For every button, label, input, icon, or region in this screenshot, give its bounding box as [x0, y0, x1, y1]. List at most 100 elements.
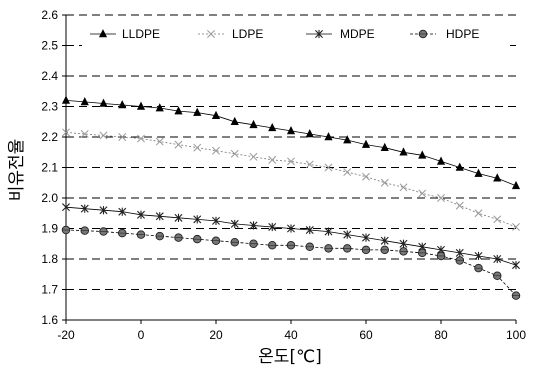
x-tick-label: 100 [506, 328, 526, 342]
data-point-stroke [80, 129, 89, 138]
data-point [512, 223, 520, 231]
y-axis-label: 비유전율 [7, 139, 27, 202]
data-point [136, 230, 146, 239]
data-point [193, 107, 202, 116]
data-point [455, 248, 464, 257]
data-point [286, 241, 296, 250]
x-tick-label: 80 [434, 328, 448, 342]
data-point [493, 215, 502, 224]
data-point [155, 212, 164, 221]
y-tick-label: 2.3 [41, 100, 58, 114]
data-point [193, 215, 202, 224]
data-point-stroke [249, 152, 258, 161]
data-point [399, 247, 408, 256]
data-point [230, 149, 239, 158]
data-point [380, 178, 389, 187]
data-point [511, 180, 521, 190]
y-tick-label: 2.1 [41, 161, 58, 175]
data-point [99, 98, 108, 107]
series-line [65, 229, 517, 296]
data-point [155, 103, 164, 112]
legend-label: LDPE [232, 27, 263, 41]
data-point-stroke [343, 168, 352, 177]
data-point [455, 201, 464, 210]
data-point [118, 133, 127, 141]
data-point [324, 227, 333, 236]
y-tick-label: 2.2 [41, 130, 58, 144]
data-point-stroke [193, 143, 202, 152]
x-tick-label: 60 [359, 328, 373, 342]
data-point [62, 203, 70, 212]
data-point [137, 134, 145, 143]
data-point [493, 271, 502, 281]
legend-label: MDPE [340, 27, 375, 41]
series-line [65, 132, 517, 228]
y-tick-label: 1.8 [41, 252, 58, 266]
series-ldpe [62, 128, 520, 231]
data-point-stroke [287, 157, 295, 166]
data-point [268, 122, 277, 132]
data-point [305, 129, 314, 138]
data-point [118, 100, 127, 109]
data-point [418, 248, 427, 258]
data-point-stroke [324, 163, 333, 172]
data-point-stroke [118, 133, 127, 141]
y-tick-label: 1.9 [41, 222, 58, 236]
data-point [249, 239, 258, 248]
data-point-stroke [399, 183, 408, 192]
axes [62, 14, 517, 324]
data-point [118, 207, 127, 216]
data-point [305, 160, 314, 169]
data-point-stroke [493, 215, 502, 224]
data-point [174, 213, 183, 222]
data-point [380, 245, 390, 255]
data-point [212, 216, 220, 225]
data-point [249, 152, 258, 161]
data-point [61, 225, 71, 235]
data-point-stroke [455, 201, 464, 210]
data-point [362, 233, 370, 242]
data-point [418, 150, 427, 159]
y-tick-labels: 1.6 1.7 1.8 1.9 2.0 2.1 2.2 2.3 2.4 2.5 2.6 [41, 8, 58, 327]
data-point [343, 230, 352, 239]
data-point [474, 263, 483, 273]
data-point-stroke [362, 172, 370, 181]
data-point [230, 219, 239, 229]
x-tick-label: 0 [138, 328, 145, 342]
data-point [343, 244, 352, 253]
data-point [287, 157, 295, 166]
data-point [174, 140, 183, 149]
data-point-stroke [474, 209, 483, 218]
data-point [98, 29, 108, 38]
data-point [512, 261, 520, 270]
data-point [286, 126, 296, 135]
data-point [399, 239, 408, 248]
y-tick-label: 1.7 [41, 283, 58, 297]
legend: LLDPE LDPE MDPE HDPE [82, 24, 510, 46]
data-point-stroke [230, 149, 239, 158]
data-point [418, 189, 427, 198]
data-point [174, 106, 183, 115]
data-point [207, 30, 215, 38]
data-point [474, 209, 483, 218]
data-point [211, 110, 221, 119]
data-point [117, 228, 127, 238]
data-point [361, 245, 371, 255]
x-tick-labels: -20 0 20 40 60 80 100 [57, 328, 526, 342]
data-point-stroke [380, 178, 389, 187]
series-line [65, 100, 517, 187]
data-point [137, 210, 145, 219]
data-point-stroke [62, 128, 70, 137]
data-point [136, 101, 146, 110]
series-group [61, 95, 521, 300]
data-point [380, 142, 389, 151]
legend-box [82, 24, 510, 46]
data-point-stroke [512, 223, 520, 231]
data-point [380, 236, 389, 245]
legend-label: LLDPE [122, 27, 160, 41]
x-axis-label: 온도[℃] [258, 347, 322, 367]
data-point [324, 132, 333, 141]
data-point [315, 29, 323, 39]
data-point [99, 227, 108, 236]
data-point [455, 162, 464, 171]
